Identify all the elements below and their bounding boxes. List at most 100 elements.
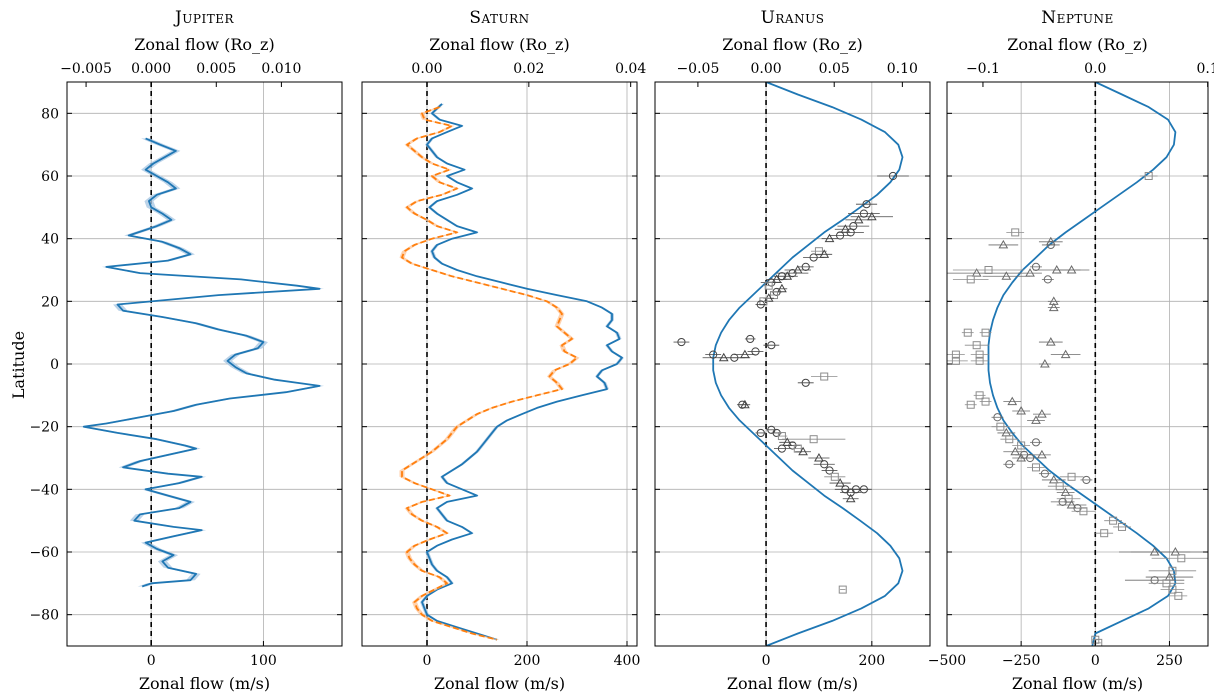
jupiter-measured-line: [82, 137, 321, 588]
x2-tick-label: 0.0: [1084, 61, 1106, 77]
square-marker: [1174, 591, 1183, 600]
triangle-marker: [1031, 415, 1041, 424]
neptune-bottom-axis-label: Zonal flow (m/s): [1012, 674, 1143, 693]
triangle-marker: [1060, 349, 1071, 359]
circle-marker: [862, 200, 871, 209]
square-marker: [1079, 507, 1088, 516]
circle-marker: [777, 272, 787, 281]
uranus-title: Uranus: [761, 8, 825, 28]
triangle-marker: [1149, 546, 1160, 556]
x2-tick-label: 0.10: [887, 61, 918, 77]
saturn-measured-uncertainty-band: [420, 103, 624, 640]
x2-tick-label: −0.05: [676, 61, 719, 77]
triangle-marker: [1037, 409, 1047, 418]
x-tick-label: −500: [928, 653, 966, 669]
square-marker: [1117, 522, 1126, 531]
triangle-marker: [853, 214, 864, 224]
neptune-panel: −500 −250 0 250 −0.1 0.0 0.1 Neptune Zonal flow …: [928, 8, 1214, 693]
x2-tick-label: 0.02: [513, 61, 544, 77]
circle-marker: [777, 444, 787, 453]
circle-marker: [820, 460, 829, 469]
circle-marker: [846, 228, 855, 237]
circle-marker: [1040, 469, 1049, 478]
triangle-marker: [1048, 474, 1059, 484]
square-marker: [1017, 441, 1026, 450]
square-marker: [1109, 516, 1118, 525]
x-tick-label: 0: [762, 653, 771, 669]
triangle-marker: [1051, 264, 1062, 274]
uranus-top-axis-label: Zonal flow (Ro_z): [722, 35, 862, 54]
triangle-marker: [1007, 396, 1018, 406]
y-tick-label: −40: [29, 482, 59, 498]
circle-marker: [888, 171, 898, 181]
circle-marker: [1150, 576, 1159, 585]
square-marker: [1005, 435, 1014, 444]
circle-marker: [809, 253, 818, 262]
triangle-marker: [1066, 264, 1077, 274]
triangle-marker: [1170, 546, 1181, 556]
x-tick-label: 200: [858, 653, 885, 669]
triangle-marker: [740, 349, 750, 359]
y-tick-label: −20: [29, 420, 59, 436]
x2-tick-label: 0.1: [1197, 61, 1214, 77]
uranus-panel: 0 200 −0.05 0.00 0.05 0.10 Uranus Zonal flow (R…: [654, 8, 931, 693]
circle-marker: [1005, 460, 1014, 469]
circle-marker: [746, 334, 755, 344]
x-tick-label: −250: [1002, 653, 1040, 669]
triangle-marker: [1048, 302, 1059, 312]
x2-tick-label: 0.04: [615, 61, 646, 77]
saturn-panel: 0 200 400 0.00 0.02 0.04 Saturn Zonal flow (Ro_…: [361, 8, 646, 693]
square-marker: [966, 400, 975, 409]
y-axis-label: Latitude: [9, 331, 28, 399]
x-tick-label: 200: [514, 653, 541, 669]
circle-marker: [1058, 497, 1067, 506]
square-marker: [764, 281, 773, 290]
triangle-marker: [1037, 449, 1047, 459]
triangle-marker: [824, 233, 835, 243]
circle-marker: [801, 378, 810, 387]
x-tick-label: 250: [1156, 653, 1183, 669]
circle-marker: [859, 485, 868, 494]
square-marker: [1031, 463, 1040, 472]
saturn-alternate-line: [401, 106, 578, 641]
circle-marker: [1082, 475, 1091, 485]
uranus-bottom-axis-label: Zonal flow (m/s): [727, 674, 858, 693]
circle-marker: [835, 231, 845, 240]
triangle-marker: [1016, 452, 1027, 462]
y-tick-label: 20: [41, 294, 59, 310]
square-marker: [1177, 554, 1186, 563]
triangle-marker: [1045, 337, 1056, 346]
x2-tick-label: −0.1: [966, 61, 1000, 77]
circle-marker: [1046, 240, 1055, 250]
y-tick-label: −80: [29, 608, 59, 624]
uranus-plot-area: [673, 82, 909, 646]
square-marker: [1168, 585, 1177, 594]
circle-marker: [993, 413, 1002, 422]
x-tick-label: 0: [1091, 653, 1100, 669]
jupiter-bottom-axis-label: Zonal flow (m/s): [139, 674, 270, 693]
jupiter-top-axis-label: Zonal flow (Ro_z): [134, 35, 274, 54]
x-tick-label: 0: [423, 653, 432, 669]
y-tick-label: 40: [41, 232, 59, 248]
circle-marker: [730, 353, 739, 362]
circle-marker: [859, 209, 868, 218]
circle-marker: [788, 269, 797, 278]
jupiter-measured-uncertainty-band: [79, 138, 325, 587]
square-marker: [981, 328, 990, 337]
square-marker: [1011, 228, 1020, 237]
circle-marker: [801, 262, 810, 271]
square-marker: [1162, 579, 1171, 588]
triangle-marker: [1001, 271, 1012, 280]
square-marker: [981, 397, 990, 406]
saturn-measured-line: [421, 103, 623, 641]
x2-tick-label: −0.005: [60, 61, 112, 77]
circle-marker: [738, 400, 747, 409]
circle-marker: [767, 341, 776, 350]
circle-marker: [756, 300, 765, 309]
circle-marker: [751, 347, 760, 356]
neptune-observation-markers: [947, 172, 1208, 646]
triangle-marker: [998, 239, 1009, 249]
triangle-marker: [971, 268, 982, 277]
